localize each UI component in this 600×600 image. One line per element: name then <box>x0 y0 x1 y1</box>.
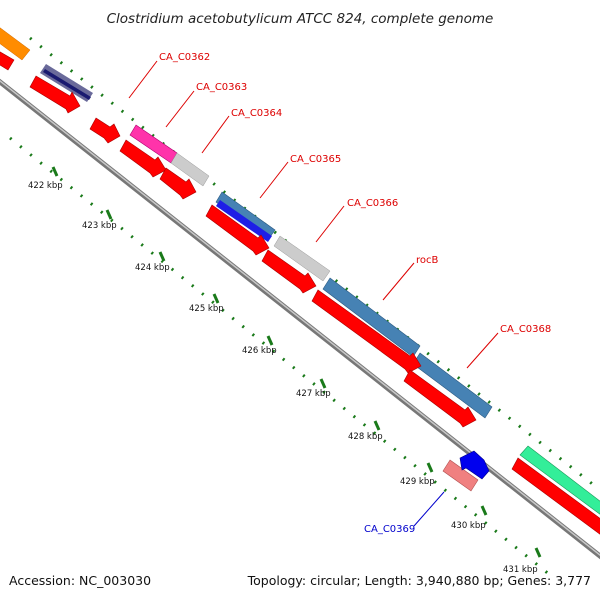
cds-arrow[interactable] <box>89 117 121 144</box>
cds-arrow[interactable] <box>159 167 197 200</box>
gene-label-ca-c0363[interactable]: CA_C0363 <box>196 82 247 93</box>
cds-arrow[interactable] <box>119 139 167 178</box>
inner-tick-track <box>9 136 551 577</box>
scale-label: 425 kbp <box>189 304 224 314</box>
cds-arrow[interactable] <box>29 75 81 114</box>
feature-orange[interactable] <box>0 24 31 61</box>
scale-label: 429 kbp <box>400 477 435 487</box>
cds-arrow[interactable] <box>205 204 270 256</box>
scale-label: 426 kbp <box>242 346 277 356</box>
feature-blue-inner[interactable] <box>216 200 272 242</box>
cds-track <box>0 49 600 538</box>
scale-label: 422 kbp <box>28 181 63 191</box>
cds-arrow[interactable] <box>261 249 317 294</box>
gene-label-ca-c0366[interactable]: CA_C0366 <box>347 198 398 209</box>
feature-gray[interactable] <box>273 235 331 282</box>
feature-springgreen[interactable] <box>519 445 600 518</box>
gene-label-ca-c0362[interactable]: CA_C0362 <box>159 52 210 63</box>
scale-label: 427 kbp <box>296 389 331 399</box>
gene-label-ca-c0368[interactable]: CA_C0368 <box>500 324 551 335</box>
scale-label: 423 kbp <box>82 221 117 231</box>
scale-label: 431 kbp <box>503 565 538 575</box>
gene-label-ca-c0369[interactable]: CA_C0369 <box>364 524 415 535</box>
topology-text: Topology: circular; Length: 3,940,880 bp… <box>247 573 591 588</box>
scale-labels: 422 kbp 423 kbp 424 kbp 425 kbp 426 kbp … <box>28 181 538 575</box>
feature-lightcoral[interactable] <box>442 459 479 492</box>
feature-gray[interactable] <box>170 152 210 187</box>
backbone <box>0 78 600 560</box>
backbone-highlight <box>0 79 600 557</box>
scale-label: 424 kbp <box>135 263 170 273</box>
gene-label-ca-c0364[interactable]: CA_C0364 <box>231 108 282 119</box>
feature-blue-arrow[interactable] <box>459 450 490 480</box>
cds-arrow[interactable] <box>311 289 422 374</box>
major-ticks <box>51 166 542 558</box>
feature-navy-inner[interactable] <box>43 69 91 100</box>
accession-text: Accession: NC_003030 <box>9 573 151 588</box>
scale-label: 428 kbp <box>348 432 383 442</box>
gene-label-rocb[interactable]: rocB <box>416 255 439 266</box>
upper-feature-track <box>0 24 600 518</box>
cds-arrow[interactable] <box>0 49 15 71</box>
gene-label-ca-c0365[interactable]: CA_C0365 <box>290 154 341 165</box>
cds-arrow[interactable] <box>403 369 477 428</box>
scale-label: 430 kbp <box>451 521 486 531</box>
gene-labels: CA_C0362 CA_C0363 CA_C0364 CA_C0365 CA_C… <box>128 52 551 535</box>
map-title: Clostridium acetobutylicum ATCC 824, com… <box>107 11 494 27</box>
cds-arrow[interactable] <box>511 457 600 538</box>
